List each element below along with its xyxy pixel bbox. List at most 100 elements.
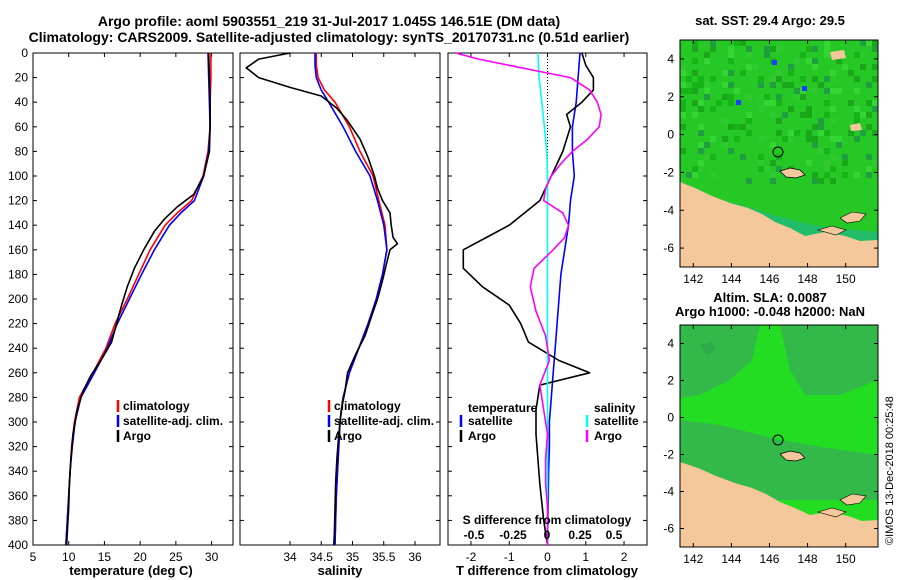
y-tick-label: 340 xyxy=(8,464,28,478)
sst-pixel xyxy=(686,88,692,94)
sst-pixel xyxy=(794,88,800,94)
sst-pixel xyxy=(800,94,806,100)
sst-pixel xyxy=(704,88,710,94)
sst-pixel xyxy=(740,40,746,46)
sst-pixel xyxy=(770,112,776,118)
sst-pixel xyxy=(776,46,782,52)
sst-pixel xyxy=(872,64,878,70)
sst-map: 142 144 146 148 150 4 2 0 -2 -4 -6 xyxy=(663,39,879,286)
island xyxy=(816,507,847,518)
x-tick-label: 35 xyxy=(346,550,360,564)
legend-satellite-label: satellite-adj. clim. xyxy=(334,414,434,428)
depth-axis: 0 20 40 60 80 100 120 140 160 180 200 220 240 260 280 3… xyxy=(8,46,647,552)
sst-pixel xyxy=(872,100,878,106)
x-tick-label: 1 xyxy=(582,550,589,564)
sst-pixel xyxy=(686,172,692,178)
sst-pixel xyxy=(746,118,752,124)
sst-pixel xyxy=(800,112,806,118)
sst-pixel xyxy=(836,142,842,148)
sst-pixel xyxy=(812,124,818,130)
sst-pixel xyxy=(806,112,812,118)
sst-pixel xyxy=(686,76,692,82)
sst-pixel xyxy=(758,166,764,172)
sst-pixel xyxy=(746,46,752,52)
sst-pixel xyxy=(698,82,704,88)
sst-pixel xyxy=(764,46,770,52)
sla-map-title-2: Argo h1000: -0.048 h2000: NaN xyxy=(675,304,865,319)
sst-pixel xyxy=(680,88,686,94)
sst-pixel xyxy=(728,94,734,100)
sst-pixel xyxy=(698,142,704,148)
map-y-tick-label: -6 xyxy=(663,522,674,536)
sst-pixel xyxy=(830,118,836,124)
sst-pixel xyxy=(758,154,764,160)
sst-pixel xyxy=(866,100,872,106)
series-t-satellite xyxy=(546,52,581,546)
sst-pixel xyxy=(722,82,728,88)
sst-pixel xyxy=(812,76,818,82)
temperature-legend: climatology satellite-adj. clim. Argo xyxy=(116,399,223,443)
x-tick-label: 5 xyxy=(30,550,37,564)
sst-pixel xyxy=(710,154,716,160)
legend-t-satellite-label: satellite xyxy=(468,414,513,428)
y-tick-label: 120 xyxy=(8,194,28,208)
sst-pixel xyxy=(866,112,872,118)
sst-pixel xyxy=(794,130,800,136)
x-tick-label: -2 xyxy=(466,550,477,564)
sst-pixel xyxy=(854,88,860,94)
sst-pixel xyxy=(812,178,818,184)
s-tick: 0.5 xyxy=(606,528,623,542)
x-tick-label: 15 xyxy=(98,550,112,564)
sst-pixel xyxy=(704,52,710,58)
y-tick-label: 160 xyxy=(8,243,28,257)
sst-pixel xyxy=(758,136,764,142)
sla-map-frame xyxy=(679,324,879,548)
legend-salinity-heading: salinity xyxy=(594,401,636,415)
sst-pixel xyxy=(842,64,848,70)
sst-pixel xyxy=(872,160,878,166)
sst-pixel xyxy=(710,76,716,82)
sst-pixel xyxy=(752,64,758,70)
y-tick-label: 220 xyxy=(8,317,28,331)
y-tick-label: 200 xyxy=(8,292,28,306)
sst-pixel xyxy=(770,172,776,178)
y-tick-label: 360 xyxy=(8,489,28,503)
sst-pixel xyxy=(806,136,812,142)
sst-pixel xyxy=(680,100,686,106)
sst-pixel xyxy=(692,82,698,88)
x-tick-label: 0 xyxy=(544,550,551,564)
sst-pixel xyxy=(758,94,764,100)
sst-pixel xyxy=(776,118,782,124)
sst-pixel xyxy=(740,124,746,130)
y-tick-label: 180 xyxy=(8,267,28,281)
sst-pixel xyxy=(680,82,686,88)
sst-pixel xyxy=(788,106,794,112)
sst-pixel xyxy=(788,82,794,88)
sst-pixel xyxy=(812,142,818,148)
y-tick-label: 140 xyxy=(8,218,28,232)
sst-pixel xyxy=(830,76,836,82)
y-tick-label: 20 xyxy=(15,71,29,85)
sst-pixel xyxy=(770,82,776,88)
map-x-tick-label: 142 xyxy=(683,272,703,286)
sst-pixel xyxy=(776,100,782,106)
y-tick-label: 240 xyxy=(8,341,28,355)
series-s-argo xyxy=(455,52,602,545)
series-satellite-adj-clim- xyxy=(314,53,388,546)
sst-pixel xyxy=(764,100,770,106)
legend-argo-label: Argo xyxy=(123,429,151,443)
salinity-plot-frame xyxy=(239,52,441,546)
sst-pixel xyxy=(824,100,830,106)
salinity-series xyxy=(245,52,399,546)
sst-pixel xyxy=(746,130,752,136)
sst-pixel xyxy=(680,64,686,70)
sst-pixel xyxy=(734,124,740,130)
x-tick-label: 34.5 xyxy=(310,550,334,564)
sst-pixel xyxy=(848,130,854,136)
legend-s-argo-label: Argo xyxy=(594,429,622,443)
map-x-tick-label: 142 xyxy=(683,552,703,566)
sst-pixel xyxy=(824,52,830,58)
y-tick-label: 0 xyxy=(21,46,28,60)
sst-pixel xyxy=(800,76,806,82)
